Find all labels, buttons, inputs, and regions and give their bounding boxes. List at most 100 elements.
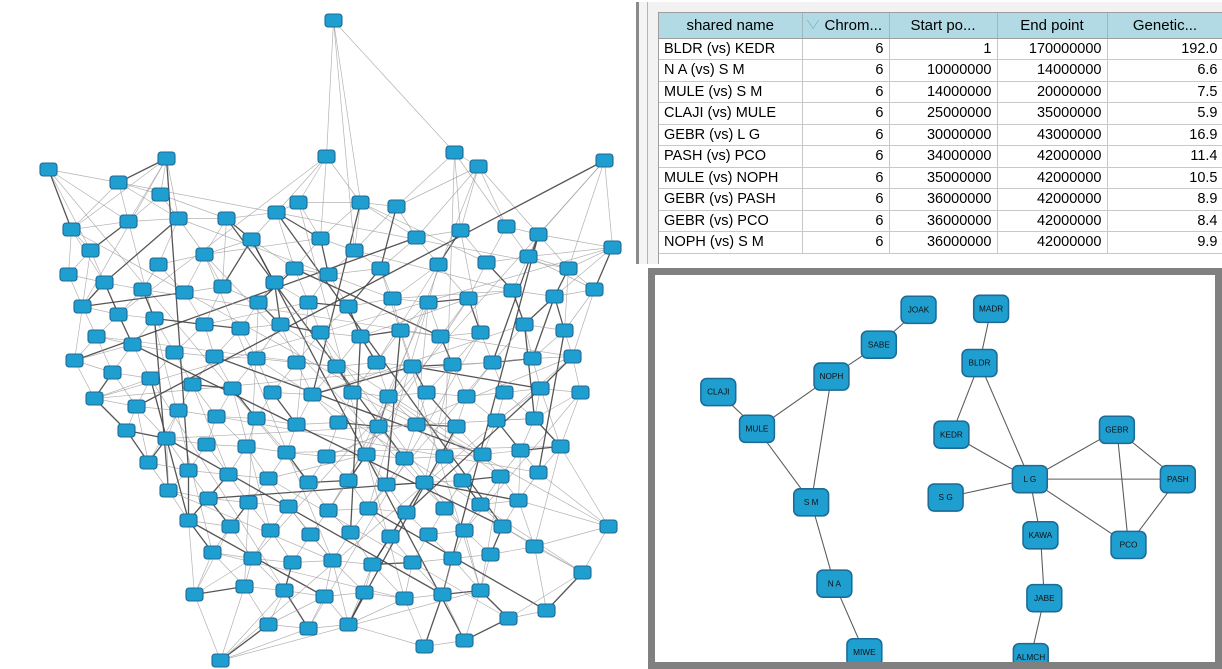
sub-network-panel[interactable]: CLAJI MULE NOPH SABE JOAK S M N A MIWE MADR BLDR K… — [648, 268, 1222, 669]
main-network-node[interactable] — [435, 501, 454, 516]
main-network-node[interactable] — [95, 275, 114, 290]
main-network-node[interactable] — [523, 351, 542, 366]
sub-network-edge[interactable] — [1116, 429, 1130, 545]
main-network-node[interactable] — [299, 621, 318, 636]
main-network-edge[interactable] — [276, 212, 295, 269]
main-network-node[interactable] — [529, 465, 548, 480]
main-network-node[interactable] — [179, 513, 198, 528]
main-network-node[interactable] — [367, 355, 386, 370]
main-network-edge[interactable] — [136, 159, 605, 408]
sub-network-node[interactable]: GEBR — [1098, 415, 1136, 445]
main-network-edge[interactable] — [188, 520, 195, 595]
main-network-node[interactable] — [573, 565, 592, 580]
main-network-node[interactable] — [275, 583, 294, 598]
main-network-node[interactable] — [339, 299, 358, 314]
main-network-node[interactable] — [395, 451, 414, 466]
main-network-node[interactable] — [407, 417, 426, 432]
table-row[interactable]: N A (vs) S M 6 10000000 14000000 6.6 — [659, 59, 1222, 82]
main-network-node[interactable] — [317, 449, 336, 464]
main-network-node[interactable] — [243, 551, 262, 566]
main-network-node[interactable] — [247, 351, 266, 366]
main-network-edge[interactable] — [71, 158, 167, 230]
main-network-edge[interactable] — [220, 356, 573, 661]
main-network-node[interactable] — [133, 282, 152, 297]
main-network-edge[interactable] — [560, 446, 609, 527]
main-network-node[interactable] — [303, 387, 322, 402]
main-network-edge[interactable] — [194, 594, 221, 661]
main-network-edge[interactable] — [480, 476, 501, 591]
main-network-node[interactable] — [455, 523, 474, 538]
main-network-edge[interactable] — [376, 264, 439, 363]
sub-network-node[interactable]: KEDR — [933, 420, 970, 449]
main-network-node[interactable] — [491, 469, 510, 484]
main-network-node[interactable] — [327, 359, 346, 374]
main-network-node[interactable] — [371, 261, 390, 276]
main-network-node[interactable] — [259, 617, 278, 632]
sub-network-node[interactable]: CLAJI — [700, 377, 737, 407]
main-network-edge[interactable] — [582, 526, 609, 573]
main-network-node[interactable] — [311, 325, 330, 340]
main-network-node[interactable] — [149, 257, 168, 272]
main-network-edge[interactable] — [360, 298, 469, 337]
table-scroll-area[interactable]: shared name Chrom... Start po... End poi… — [658, 12, 1222, 264]
main-network-node[interactable] — [377, 477, 396, 492]
main-network-node[interactable] — [363, 557, 382, 572]
main-network-node[interactable] — [301, 527, 320, 542]
main-network-edge[interactable] — [523, 324, 536, 419]
main-network-node[interactable] — [103, 365, 122, 380]
main-network-node[interactable] — [483, 355, 502, 370]
main-network-edge[interactable] — [333, 20, 355, 251]
sub-network-node[interactable]: S G — [927, 483, 964, 512]
main-network-node[interactable] — [197, 437, 216, 452]
main-network-edge[interactable] — [538, 472, 609, 527]
main-network-edge[interactable] — [220, 586, 245, 661]
main-network-node[interactable] — [217, 211, 236, 226]
main-network-node[interactable] — [109, 307, 128, 322]
main-network-node[interactable] — [157, 431, 176, 446]
main-network-edge[interactable] — [71, 229, 609, 527]
main-network-node[interactable] — [429, 257, 448, 272]
main-network-edge[interactable] — [136, 406, 149, 463]
column-header-genetic[interactable]: Genetic... — [1107, 13, 1222, 39]
main-network-node[interactable] — [595, 153, 614, 168]
sub-network-node[interactable]: S M — [792, 488, 830, 517]
main-network-node[interactable] — [571, 385, 590, 400]
main-network-edge[interactable] — [568, 160, 605, 269]
main-network-node[interactable] — [563, 349, 582, 364]
main-network-node[interactable] — [323, 553, 342, 568]
main-network-node[interactable] — [585, 282, 604, 297]
main-network-node[interactable] — [415, 475, 434, 490]
main-network-edge[interactable] — [71, 221, 129, 230]
main-network-edge[interactable] — [442, 594, 465, 641]
main-network-edge[interactable] — [48, 169, 91, 251]
main-network-edge[interactable] — [460, 166, 479, 231]
main-network-edge[interactable] — [388, 396, 501, 477]
main-network-edge[interactable] — [132, 343, 503, 528]
main-network-node[interactable] — [211, 653, 230, 668]
sub-network-node[interactable]: JOAK — [900, 295, 937, 325]
main-network-node[interactable] — [551, 439, 570, 454]
main-network-node[interactable] — [525, 539, 544, 554]
table-row[interactable]: MULE (vs) NOPH 6 35000000 42000000 10.5 — [659, 167, 1222, 189]
main-network-node[interactable] — [453, 473, 472, 488]
main-network-edge[interactable] — [540, 388, 561, 447]
main-network-node[interactable] — [459, 291, 478, 306]
main-network-edge[interactable] — [464, 590, 481, 641]
main-network-node[interactable] — [471, 583, 490, 598]
main-network-edge[interactable] — [454, 152, 507, 227]
main-network-edge[interactable] — [333, 20, 361, 203]
table-row[interactable]: PASH (vs) PCO 6 34000000 42000000 11.4 — [659, 145, 1222, 168]
main-network-edge[interactable] — [220, 590, 285, 661]
main-network-node[interactable] — [419, 527, 438, 542]
main-network-edge[interactable] — [250, 239, 466, 641]
main-network-edge[interactable] — [94, 247, 613, 399]
main-network-edge[interactable] — [118, 156, 327, 315]
main-network-edge[interactable] — [118, 182, 179, 219]
main-network-node[interactable] — [599, 519, 618, 534]
main-network-edge[interactable] — [560, 392, 581, 447]
main-network-node[interactable] — [169, 403, 188, 418]
table-row[interactable]: GEBR (vs) PCO 6 36000000 42000000 8.4 — [659, 210, 1222, 232]
main-network-edge[interactable] — [222, 218, 227, 287]
main-network-edge[interactable] — [68, 229, 72, 275]
table-scrollbar-gutter[interactable] — [639, 2, 648, 264]
